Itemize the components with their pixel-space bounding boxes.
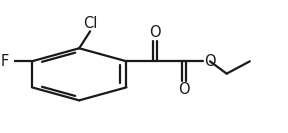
Text: Cl: Cl [83,16,97,31]
Text: O: O [204,54,216,69]
Text: O: O [178,82,190,97]
Text: O: O [149,25,161,40]
Text: F: F [1,54,9,69]
